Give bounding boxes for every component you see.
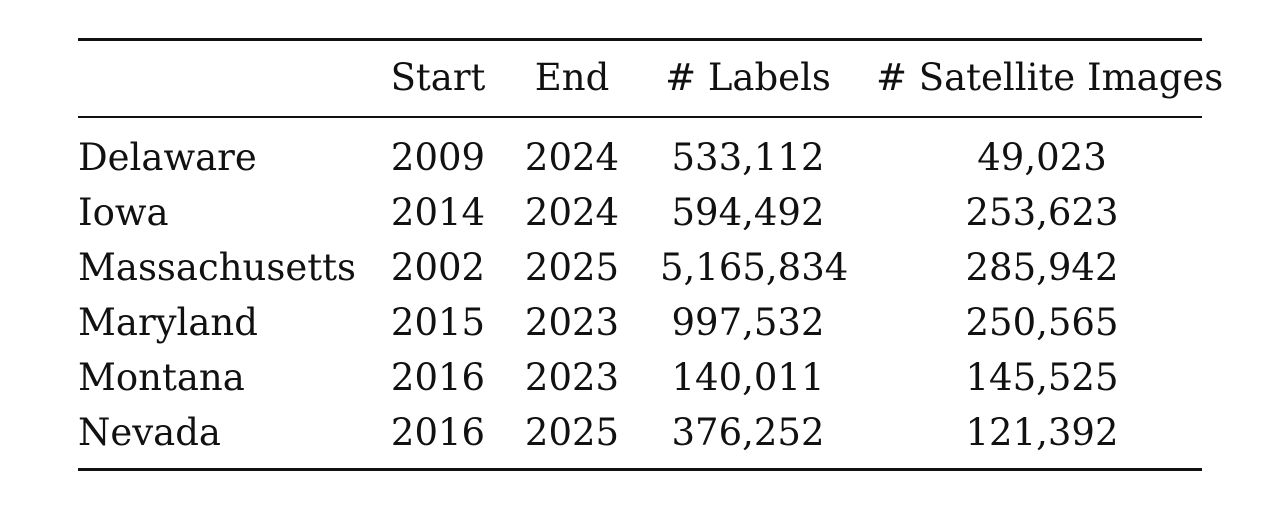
row-state-name: Nevada	[78, 411, 221, 454]
row-state-name: Iowa	[78, 191, 169, 234]
header-end: End	[534, 56, 610, 99]
table-row: Massachusetts 2002 2025 5,165,834 285,94…	[0, 248, 1264, 288]
row-labels-count: 997,532	[671, 301, 825, 344]
row-start-year: 2016	[390, 411, 486, 454]
row-state-name: Massachusetts	[78, 246, 356, 289]
table-row: Delaware 2009 2024 533,112 49,023	[0, 138, 1264, 178]
table-row: Maryland 2015 2023 997,532 250,565	[0, 303, 1264, 343]
row-start-year: 2009	[390, 136, 486, 179]
table-row: Iowa 2014 2024 594,492 253,623	[0, 193, 1264, 233]
row-end-year: 2025	[524, 411, 620, 454]
row-labels-count: 376,252	[671, 411, 825, 454]
row-end-year: 2023	[524, 356, 620, 399]
row-start-year: 2014	[390, 191, 486, 234]
row-labels-count: 533,112	[671, 136, 825, 179]
row-images-count: 121,392	[965, 411, 1119, 454]
row-images-count: 49,023	[977, 136, 1107, 179]
row-images-count: 250,565	[965, 301, 1119, 344]
row-state-name: Delaware	[78, 136, 257, 179]
row-images-count: 253,623	[965, 191, 1119, 234]
table-bottom-rule	[78, 468, 1202, 471]
table-row: Montana 2016 2023 140,011 145,525	[0, 358, 1264, 398]
row-end-year: 2023	[524, 301, 620, 344]
row-labels-count: 594,492	[671, 191, 825, 234]
row-labels-count: 140,011	[671, 356, 825, 399]
header-satellite-images: # Satellite Images	[876, 56, 1224, 99]
row-state-name: Montana	[78, 356, 245, 399]
row-end-year: 2025	[524, 246, 620, 289]
row-images-count: 285,942	[965, 246, 1119, 289]
row-end-year: 2024	[524, 136, 620, 179]
row-state-name: Maryland	[78, 301, 258, 344]
row-start-year: 2016	[390, 356, 486, 399]
table-header-rule	[78, 116, 1202, 118]
row-end-year: 2024	[524, 191, 620, 234]
header-labels: # Labels	[665, 56, 831, 99]
row-labels-count: 5,165,834	[660, 246, 849, 289]
row-start-year: 2002	[390, 246, 486, 289]
row-images-count: 145,525	[965, 356, 1119, 399]
row-start-year: 2015	[390, 301, 486, 344]
table-row: Nevada 2016 2025 376,252 121,392	[0, 413, 1264, 453]
table-top-rule	[78, 38, 1202, 41]
header-start: Start	[390, 56, 486, 99]
